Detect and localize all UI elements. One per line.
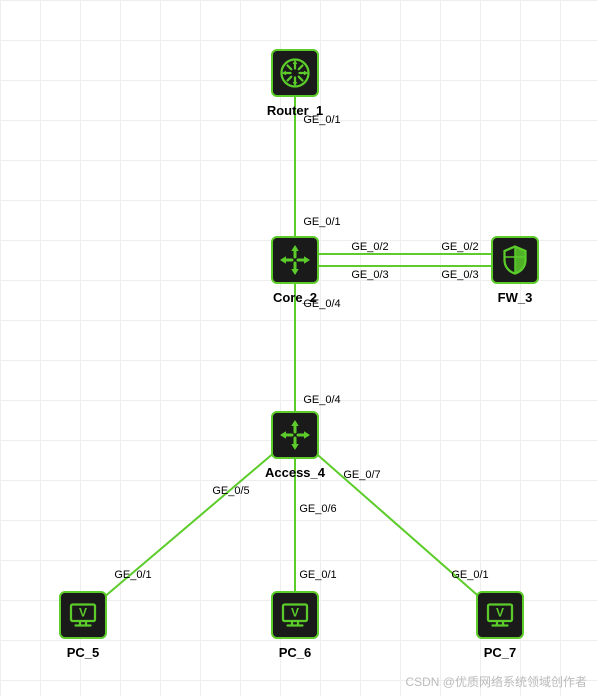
port-label: GE_0/7 [343, 469, 380, 481]
port-label: GE_0/2 [441, 241, 478, 253]
port-label: GE_0/3 [351, 269, 388, 281]
node-fw3[interactable]: FW_3 [491, 236, 539, 284]
network-link[interactable] [295, 435, 500, 615]
node-core2[interactable]: Core_2 [271, 236, 319, 284]
port-label: GE_0/3 [441, 269, 478, 281]
node-label: PC_7 [484, 645, 517, 660]
port-label: GE_0/2 [351, 241, 388, 253]
port-label: GE_0/5 [212, 485, 249, 497]
port-label: GE_0/1 [299, 569, 336, 581]
node-label: PC_6 [279, 645, 312, 660]
port-label: GE_0/4 [303, 394, 340, 406]
port-label: GE_0/1 [303, 114, 340, 126]
node-pc5[interactable]: V PC_5 [59, 591, 107, 639]
svg-text:V: V [79, 606, 87, 620]
watermark-text: CSDN @优质网络系统领域创作者 [405, 673, 587, 690]
node-router1[interactable]: Router_1 [271, 49, 319, 97]
node-pc7[interactable]: V PC_7 [476, 591, 524, 639]
port-label: GE_0/1 [451, 569, 488, 581]
svg-text:V: V [291, 606, 299, 620]
port-label: GE_0/1 [114, 569, 151, 581]
port-label: GE_0/6 [299, 503, 336, 515]
node-label: FW_3 [498, 290, 533, 305]
node-access4[interactable]: Access_4 [271, 411, 319, 459]
port-label: GE_0/1 [303, 216, 340, 228]
port-label: GE_0/4 [303, 298, 340, 310]
node-pc6[interactable]: V PC_6 [271, 591, 319, 639]
network-link[interactable] [83, 435, 295, 615]
node-label: PC_5 [67, 645, 100, 660]
node-label: Access_4 [265, 465, 325, 480]
svg-text:V: V [496, 606, 504, 620]
